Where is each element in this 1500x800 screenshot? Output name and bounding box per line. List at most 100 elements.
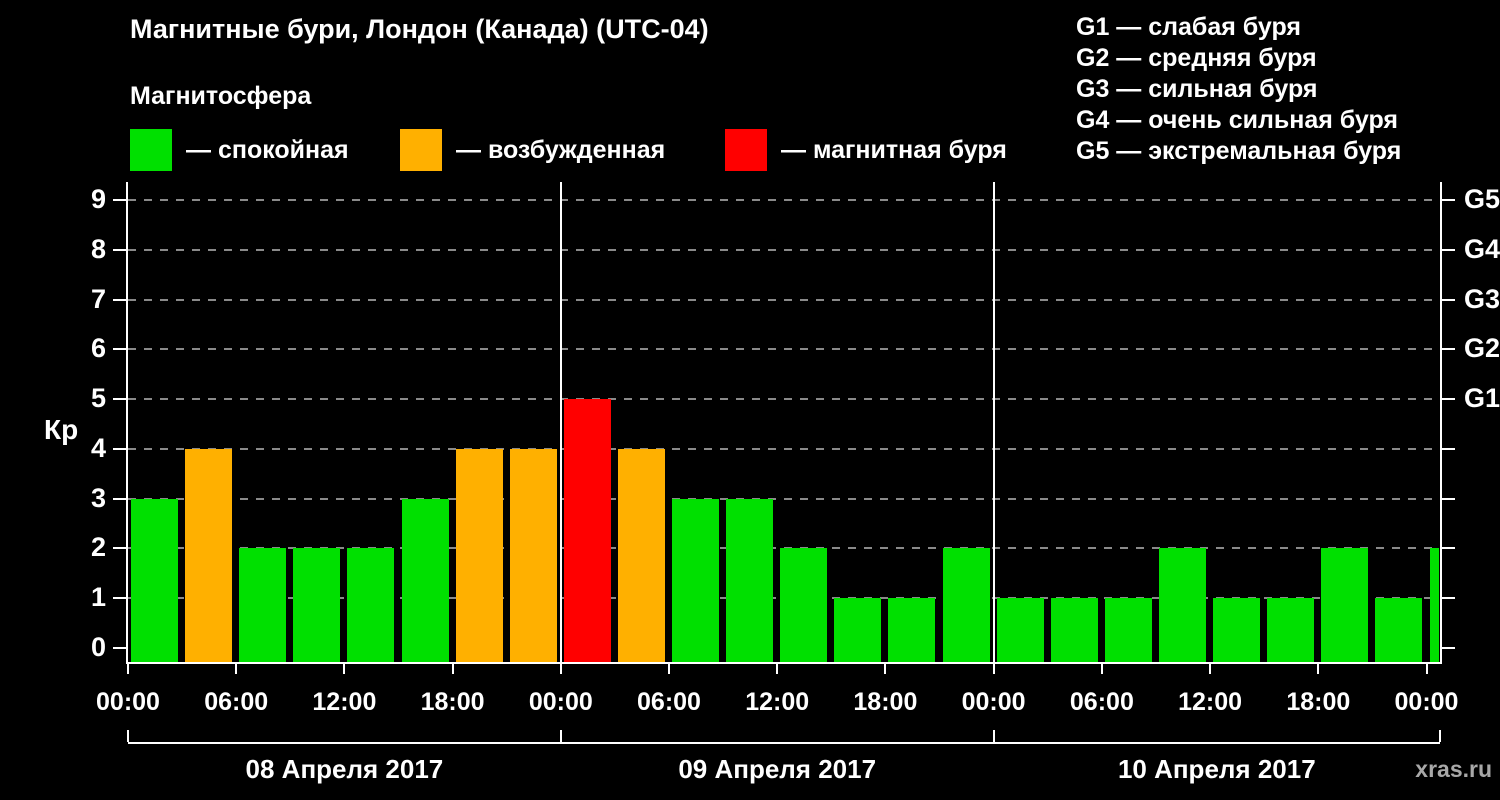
storm-scale-legend: G1 — слабая буря G2 — средняя буря G3 — си…: [1076, 12, 1401, 167]
right-axis-tick: [1442, 447, 1455, 450]
x-tick-label: 12:00: [1178, 688, 1243, 716]
date-label: 08 Апреля 2017: [245, 754, 444, 784]
x-tick-label: 18:00: [853, 688, 918, 716]
kp-bar: [1375, 598, 1423, 662]
right-axis-tick: [1442, 497, 1455, 500]
g-scale-label: G5: [1464, 184, 1500, 214]
y-axis-tick: [113, 597, 126, 600]
kp-bar: [1050, 598, 1098, 662]
kp-bar: [1159, 548, 1207, 662]
x-axis-tick: [559, 664, 562, 674]
legend-item-storm: — магнитная буря: [725, 128, 1007, 172]
g-scale-label: G2: [1464, 333, 1500, 364]
gridline: [128, 248, 1440, 251]
x-axis-tick: [235, 664, 238, 674]
x-tick-label: 00:00: [528, 688, 593, 716]
kp-bar: [1321, 548, 1369, 662]
y-axis-tick: [113, 497, 126, 500]
right-axis-tick: [1442, 248, 1455, 251]
legend-swatch-storm: [725, 129, 767, 171]
kp-bar: [131, 498, 179, 662]
legend-label: — спокойная: [186, 135, 349, 164]
storm-scale-line: G5 — экстремальная буря: [1076, 137, 1402, 165]
kp-bar: [780, 548, 828, 662]
x-axis-tick: [1425, 664, 1428, 674]
y-tick-label: 1: [90, 582, 106, 613]
gridline: [128, 348, 1440, 351]
legend-item-quiet: — спокойная: [130, 128, 349, 172]
y-axis-title: Кр: [44, 414, 79, 445]
x-tick-label: 00:00: [1394, 688, 1459, 716]
day-separator-line: [559, 182, 562, 662]
y-tick-label: 6: [90, 333, 106, 364]
y-axis-tick: [113, 398, 126, 401]
g-scale-label: G3: [1464, 283, 1500, 314]
y-axis-tick: [113, 248, 126, 251]
y-axis-line: [126, 182, 128, 664]
kp-bar: [563, 399, 611, 662]
y-tick-label: 8: [90, 233, 106, 264]
chart-subtitle: Магнитосфера: [130, 82, 312, 110]
date-axis-line: [128, 742, 1440, 744]
kp-bar: [185, 448, 233, 662]
x-axis-line: [126, 662, 1442, 664]
x-tick-label: 00:00: [96, 688, 160, 716]
x-tick-label: 06:00: [1069, 688, 1134, 716]
kp-bar: [888, 598, 936, 662]
g-scale-label: G1: [1464, 383, 1500, 414]
page-title: Магнитные бури, Лондон (Канада) (UTC-04): [130, 14, 709, 44]
kp-bar: [672, 498, 720, 662]
date-axis-tick: [559, 730, 562, 742]
y-tick-label: 5: [90, 383, 106, 414]
right-axis-tick: [1442, 597, 1455, 600]
y-axis-tick: [113, 199, 126, 201]
kp-bar: [509, 448, 557, 662]
x-tick-label: 00:00: [961, 688, 1026, 716]
date-label: 10 Апреля 2017: [1117, 754, 1316, 784]
date-label: 09 Апреля 2017: [678, 754, 877, 784]
kp-bar: [834, 598, 882, 662]
kp-bar-partial: [1429, 548, 1439, 662]
y-tick-label: 3: [90, 482, 106, 513]
y-tick-label: 2: [90, 532, 106, 563]
y-tick-label: 4: [90, 432, 106, 463]
right-axis-tick: [1442, 547, 1455, 550]
y-axis-tick: [113, 298, 126, 301]
kp-bar: [942, 548, 990, 662]
x-axis-tick: [1100, 664, 1103, 674]
kp-bar: [401, 498, 449, 662]
kp-color-legend: — спокойная — возбужденная — магнитная бур…: [130, 128, 1130, 172]
x-tick-label: 06:00: [637, 688, 701, 716]
legend-label: — возбужденная: [456, 135, 666, 164]
kp-bar: [239, 548, 287, 662]
gridline: [128, 199, 1440, 201]
right-axis-line: [1440, 182, 1442, 664]
y-tick-label: 7: [90, 283, 106, 314]
gridline: [128, 447, 1440, 450]
x-tick-label: 06:00: [204, 688, 269, 716]
x-tick-label: 12:00: [745, 688, 810, 716]
x-axis-tick: [1317, 664, 1320, 674]
legend-item-unsettled: — возбужденная: [400, 128, 665, 172]
storm-scale-line: G1 — слабая буря: [1076, 13, 1302, 41]
y-axis-tick: [113, 447, 126, 450]
kp-bar: [293, 548, 341, 662]
storm-scale-line: G2 — средняя буря: [1076, 44, 1317, 72]
legend-swatch-unsettled: [400, 129, 442, 171]
storm-scale-line: G3 — сильная буря: [1076, 75, 1318, 103]
date-axis-tick: [127, 730, 129, 742]
y-tick-label: 0: [90, 632, 106, 662]
kp-bar: [617, 448, 665, 662]
x-axis-tick: [776, 664, 779, 674]
kp-bar: [726, 498, 774, 662]
y-axis-tick: [113, 647, 126, 649]
x-axis-tick: [1209, 664, 1212, 674]
storm-scale-line: G4 — очень сильная буря: [1076, 106, 1398, 134]
kp-bar: [1213, 598, 1261, 662]
legend-label: — магнитная буря: [781, 135, 1007, 164]
day-separator-line: [992, 182, 995, 662]
legend-swatch-quiet: [130, 129, 172, 171]
kp-bar: [1267, 598, 1315, 662]
